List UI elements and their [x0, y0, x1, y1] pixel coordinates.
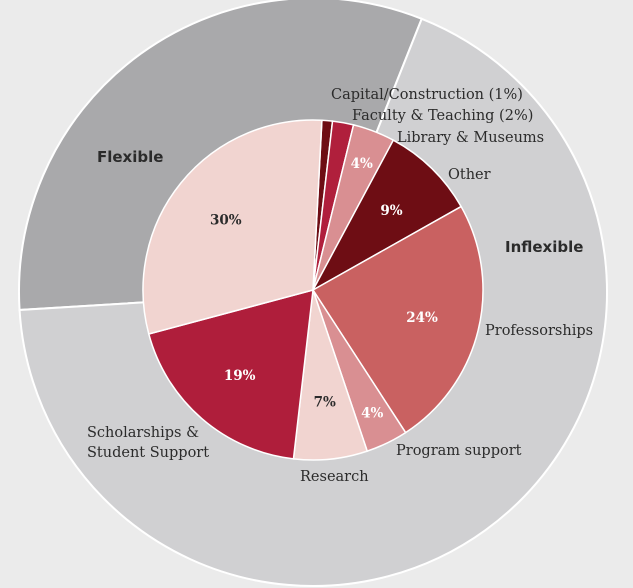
inner-pie	[142, 119, 484, 461]
value-labels: 4% 9% 24% 4% 7% 19% 30%	[210, 156, 438, 421]
slice-label-scholarships-line1: Scholarships &	[87, 425, 199, 441]
pie-slice-other	[311, 139, 463, 292]
pie-slice-professorships	[311, 205, 484, 434]
value-label-program-support: 4%	[361, 405, 383, 421]
value-label-research: 7%	[314, 395, 336, 411]
slice-label-faculty-teaching: Faculty & Teaching (2%)	[352, 108, 533, 124]
pie-slice-segment-8	[142, 119, 323, 335]
slice-label-program-support: Program support	[396, 443, 522, 459]
ring-label-inflexible: Inflexible	[505, 238, 583, 256]
slice-label-professorships: Professorships	[485, 323, 593, 339]
slice-label-other: Other	[448, 167, 491, 183]
ring-label-flexible: Flexible	[97, 148, 163, 166]
value-label-segment-8: 30%	[210, 212, 242, 228]
value-label-library-museums: 4%	[351, 156, 373, 172]
slice-label-capital-construction: Capital/Construction (1%)	[331, 87, 523, 103]
pie-slice-scholarships-student-support	[147, 288, 314, 460]
value-label-professorships: 24%	[406, 310, 438, 326]
value-label-other: 9%	[380, 203, 402, 219]
value-label-scholarships-student-support: 19%	[224, 368, 256, 384]
slice-label-scholarships-line2: Student Support	[87, 445, 209, 461]
slice-label-library-museums: Library & Museums	[397, 130, 544, 146]
slice-label-research: Research	[300, 469, 369, 485]
